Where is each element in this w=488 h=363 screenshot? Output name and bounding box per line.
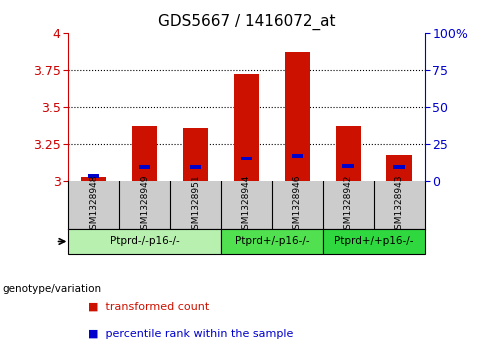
Bar (190, 165, 201, 169)
Bar (132, 126, 157, 181)
Text: ■  transformed count: ■ transformed count (88, 302, 209, 312)
Text: ■  percentile rank within the sample: ■ percentile rank within the sample (88, 329, 293, 339)
Bar (81, 177, 106, 181)
Text: GSM1328951: GSM1328951 (191, 175, 200, 235)
Bar (343, 164, 354, 168)
Text: GSM1328948: GSM1328948 (89, 175, 98, 235)
Text: GSM1328943: GSM1328943 (395, 175, 404, 235)
Bar (183, 128, 208, 181)
Bar (386, 155, 412, 181)
Text: GSM1328944: GSM1328944 (242, 175, 251, 235)
Title: GDS5667 / 1416072_at: GDS5667 / 1416072_at (158, 14, 335, 30)
Text: Ptprd+/+p16-/-: Ptprd+/+p16-/- (334, 236, 413, 246)
Text: Ptprd-/-p16-/-: Ptprd-/-p16-/- (110, 236, 180, 246)
Bar (88, 174, 100, 178)
Bar (323, 229, 425, 254)
Text: GSM1328942: GSM1328942 (344, 175, 353, 235)
Bar (336, 126, 361, 181)
Bar (68, 229, 221, 254)
Bar (234, 74, 259, 181)
Bar (139, 165, 150, 169)
Bar (285, 52, 310, 181)
Bar (292, 154, 303, 158)
Text: Ptprd+/-p16-/-: Ptprd+/-p16-/- (235, 236, 309, 246)
Text: GSM1328949: GSM1328949 (140, 175, 149, 235)
Bar (241, 157, 252, 160)
Text: genotype/variation: genotype/variation (2, 284, 102, 294)
Bar (221, 229, 323, 254)
Text: GSM1328946: GSM1328946 (293, 175, 302, 235)
Bar (393, 165, 405, 169)
